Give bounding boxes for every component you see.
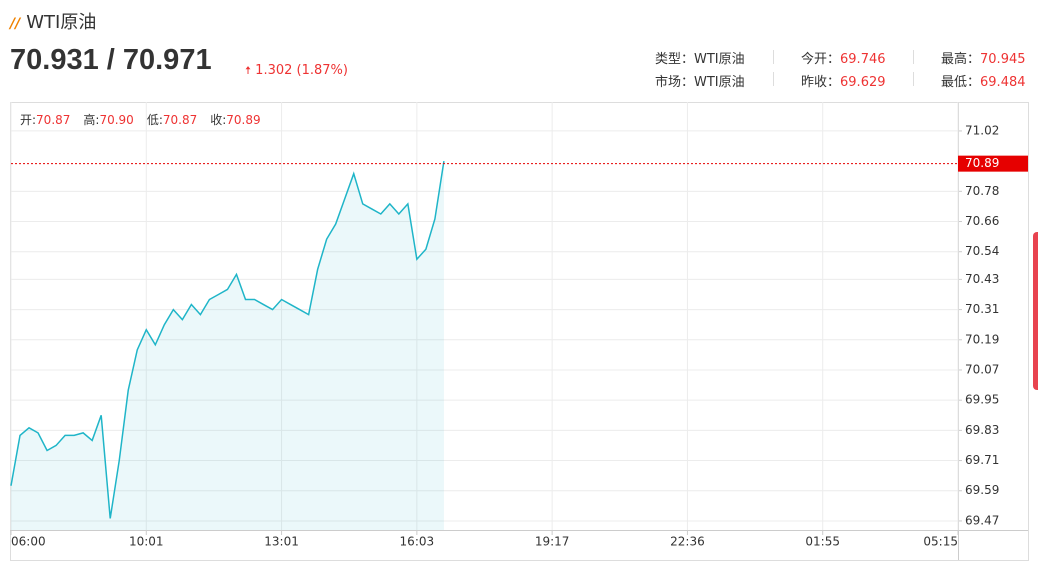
change: 🠅 1.302 (1.87%) [245,63,348,78]
stat-value: 69.746 [840,52,886,67]
x-tick-label: 01:55 [805,535,840,549]
stat-value: 70.945 [980,52,1026,67]
stat-label: 最低： [941,75,981,90]
ohlc-value: 70.89 [226,113,261,127]
stat-value: 69.629 [840,75,886,90]
ohlc-label: 开: [20,113,37,127]
stat: 类型：WTI原油 [655,48,745,67]
ohlc-label: 低: [146,113,163,127]
ohlc-label: 高: [83,113,100,127]
side-tab[interactable] [1033,232,1038,390]
stat: 市场：WTI原油 [655,71,745,90]
stat: 最高：70.945 [941,48,1026,67]
y-tick-label: 69.83 [965,423,999,437]
ohlc-label: 收: [210,113,227,127]
y-tick-label: 70.19 [965,332,999,346]
x-tick-label: 13:01 [264,535,299,549]
area [11,161,444,530]
y-tick-label: 70.07 [965,362,999,376]
stat-value: WTI原油 [694,52,745,67]
stat-label: 今开： [801,52,841,67]
title: WTI原油 [26,12,97,33]
ohlc-value: 70.90 [99,113,134,127]
x-tick-label: 10:01 [129,535,164,549]
price: 70.931 / 70.971 [10,44,212,76]
current-price-label: 70.89 [965,156,999,170]
stat-label: 昨收： [801,75,841,90]
y-tick-label: 70.66 [965,214,999,228]
stat-label: 市场： [655,75,695,90]
y-tick-label: 69.59 [965,483,999,497]
x-tick-label: 16:03 [400,535,435,549]
logo: //WTI原油 [10,12,97,33]
stat: 昨收：69.629 [801,71,886,90]
x-tick-label: 06:00 [11,535,46,549]
x-tick-label: 19:17 [535,535,570,549]
ohlc-value: 70.87 [162,113,198,127]
ohlc-value: 70.87 [36,113,71,127]
stat-value: WTI原油 [694,75,745,90]
y-tick-label: 69.71 [965,453,999,467]
y-tick-label: 70.54 [965,244,999,258]
change-text: 1.302 (1.87%) [255,63,348,78]
y-tick-label: 69.95 [965,393,999,407]
stat: 最低：69.484 [941,71,1026,90]
x-tick-label: 05:15 [923,535,958,549]
stat-value: 69.484 [980,75,1026,90]
stat: 今开：69.746 [801,48,886,67]
x-tick-label: 22:36 [670,535,705,549]
y-tick-label: 70.43 [965,272,999,286]
y-tick-label: 69.47 [965,513,999,527]
stat-label: 最高： [941,52,981,67]
ohlc: 开:70.87 高:70.90 低:70.87 收:70.89 [20,111,261,128]
y-tick-label: 70.31 [965,302,999,316]
y-tick-label: 71.02 [965,123,999,137]
line [10,161,445,519]
current-price-tag [958,155,1028,172]
stat-label: 类型： [655,52,695,67]
y-tick-label: 70.78 [965,184,999,198]
